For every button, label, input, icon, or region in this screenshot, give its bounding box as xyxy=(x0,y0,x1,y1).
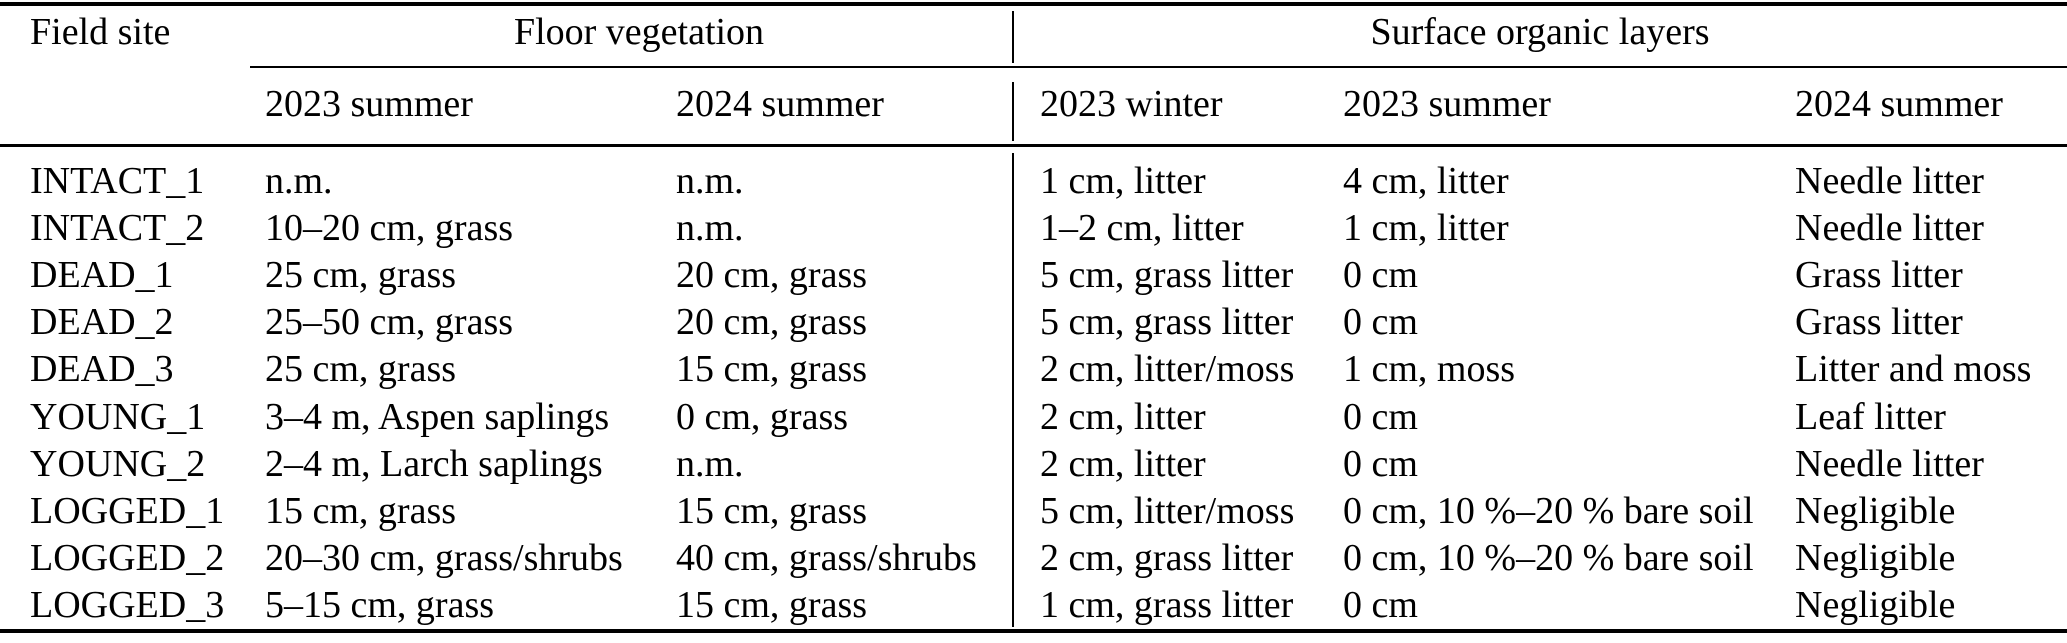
table-cell: Negligible xyxy=(1795,489,1956,532)
table-cell: Leaf litter xyxy=(1795,395,1946,438)
table-row: DEAD_3 25 cm, grass 15 cm, grass 2 cm, litt… xyxy=(0,346,2067,393)
table-cell: 0 cm xyxy=(1343,253,1418,296)
table-cell: 2 cm, litter xyxy=(1040,395,1206,438)
table-cell: Grass litter xyxy=(1795,253,1963,296)
table-cell: 0 cm xyxy=(1343,584,1418,627)
table-cell: 2 cm, litter/moss xyxy=(1040,348,1295,391)
table-row: INTACT_2 10–20 cm, grass n.m. 1–2 cm, litte… xyxy=(0,204,2067,251)
table-cell: 1–2 cm, litter xyxy=(1040,206,1244,249)
table-bottom-rule xyxy=(0,629,2067,633)
row-site-label: LOGGED_2 xyxy=(30,537,225,580)
table-cell: 3–4 m, Aspen saplings xyxy=(265,395,610,438)
table-row: YOUNG_2 2–4 m, Larch saplings n.m. 2 cm, li… xyxy=(0,440,2067,487)
table-row: LOGGED_2 20–30 cm, grass/shrubs 40 cm, gra… xyxy=(0,535,2067,582)
table-cell: n.m. xyxy=(265,159,333,202)
table-cell: 1 cm, moss xyxy=(1343,348,1516,391)
table-cell: 4 cm, litter xyxy=(1343,159,1509,202)
row-site-label: INTACT_1 xyxy=(30,159,205,202)
table-cell: 20–30 cm, grass/shrubs xyxy=(265,537,623,580)
table-cell: 20 cm, grass xyxy=(676,253,868,296)
group-header-rule xyxy=(250,66,2067,68)
subheader-rule xyxy=(0,144,2067,147)
table-cell: 5 cm, grass litter xyxy=(1040,253,1294,296)
table-cell: 25 cm, grass xyxy=(265,348,457,391)
table-cell: Litter and moss xyxy=(1795,348,2032,391)
table-cell: 10–20 cm, grass xyxy=(265,206,514,249)
column-group-separator xyxy=(1012,153,1014,627)
table-cell: 0 cm, 10 %–20 % bare soil xyxy=(1343,537,1754,580)
table-cell: 5–15 cm, grass xyxy=(265,584,495,627)
column-group-separator xyxy=(1012,11,1014,63)
table-row: LOGGED_3 5–15 cm, grass 15 cm, grass 1 cm, … xyxy=(0,582,2067,629)
table-cell: 15 cm, grass xyxy=(676,489,868,532)
row-site-label: INTACT_2 xyxy=(30,206,205,249)
subheader-so-2024-summer: 2024 summer xyxy=(1795,83,2003,125)
row-site-label: LOGGED_1 xyxy=(30,489,225,532)
subheader-fv-2023-summer: 2023 summer xyxy=(265,83,473,125)
table-row: INTACT_1 n.m. n.m. 1 cm, litter 4 cm, litter… xyxy=(0,157,2067,204)
table-cell: Needle litter xyxy=(1795,206,1984,249)
table-cell: 2 cm, litter xyxy=(1040,442,1206,485)
table-cell: 2–4 m, Larch saplings xyxy=(265,442,603,485)
table-cell: 25 cm, grass xyxy=(265,253,457,296)
table-cell: Needle litter xyxy=(1795,159,1984,202)
table-cell: 0 cm, grass xyxy=(676,395,849,438)
table-row: YOUNG_1 3–4 m, Aspen saplings 0 cm, grass 2… xyxy=(0,393,2067,440)
table-cell: 20 cm, grass xyxy=(676,301,868,344)
table-cell: Needle litter xyxy=(1795,442,1984,485)
table-row: DEAD_2 25–50 cm, grass 20 cm, grass 5 cm, g… xyxy=(0,299,2067,346)
table-body: INTACT_1 n.m. n.m. 1 cm, litter 4 cm, litter… xyxy=(0,157,2067,629)
table-cell: 0 cm xyxy=(1343,395,1418,438)
table-cell: 15 cm, grass xyxy=(265,489,457,532)
subheader-so-2023-winter: 2023 winter xyxy=(1040,83,1223,125)
table-cell: Negligible xyxy=(1795,537,1956,580)
table-row: LOGGED_1 15 cm, grass 15 cm, grass 5 cm, li… xyxy=(0,487,2067,534)
table-cell: 0 cm, 10 %–20 % bare soil xyxy=(1343,489,1754,532)
column-header-field-site: Field site xyxy=(30,11,171,53)
column-group-separator xyxy=(1012,82,1014,141)
table-cell: 0 cm xyxy=(1343,301,1418,344)
table-cell: 5 cm, grass litter xyxy=(1040,301,1294,344)
table-cell: Negligible xyxy=(1795,584,1956,627)
table-cell: 40 cm, grass/shrubs xyxy=(676,537,977,580)
table-cell: n.m. xyxy=(676,206,744,249)
group-header-row: Field site Floor vegetation Surface orga… xyxy=(0,8,2067,56)
group-header-floor-vegetation: Floor vegetation xyxy=(513,11,765,53)
row-site-label: DEAD_1 xyxy=(30,253,174,296)
row-site-label: YOUNG_2 xyxy=(30,442,206,485)
table-cell: 2 cm, grass litter xyxy=(1040,537,1294,580)
table-cell: Grass litter xyxy=(1795,301,1963,344)
table-top-rule xyxy=(0,2,2067,6)
subheader-so-2023-summer: 2023 summer xyxy=(1343,83,1551,125)
row-site-label: YOUNG_1 xyxy=(30,395,206,438)
table-cell: 1 cm, litter xyxy=(1040,159,1206,202)
table-cell: n.m. xyxy=(676,159,744,202)
row-site-label: LOGGED_3 xyxy=(30,584,225,627)
row-site-label: DEAD_3 xyxy=(30,348,174,391)
table-cell: 25–50 cm, grass xyxy=(265,301,514,344)
subheader-row: 2023 summer 2024 summer 2023 winter 2023… xyxy=(0,80,2067,128)
table-cell: 15 cm, grass xyxy=(676,584,868,627)
table-cell: 1 cm, litter xyxy=(1343,206,1509,249)
row-site-label: DEAD_2 xyxy=(30,301,174,344)
subheader-fv-2024-summer: 2024 summer xyxy=(676,83,884,125)
group-header-surface-organic-layers: Surface organic layers xyxy=(1370,11,1710,53)
table-cell: 0 cm xyxy=(1343,442,1418,485)
table-row: DEAD_1 25 cm, grass 20 cm, grass 5 cm, gras… xyxy=(0,251,2067,298)
table-cell: 1 cm, grass litter xyxy=(1040,584,1294,627)
table-cell: 5 cm, litter/moss xyxy=(1040,489,1295,532)
table-cell: 15 cm, grass xyxy=(676,348,868,391)
table-cell: n.m. xyxy=(676,442,744,485)
